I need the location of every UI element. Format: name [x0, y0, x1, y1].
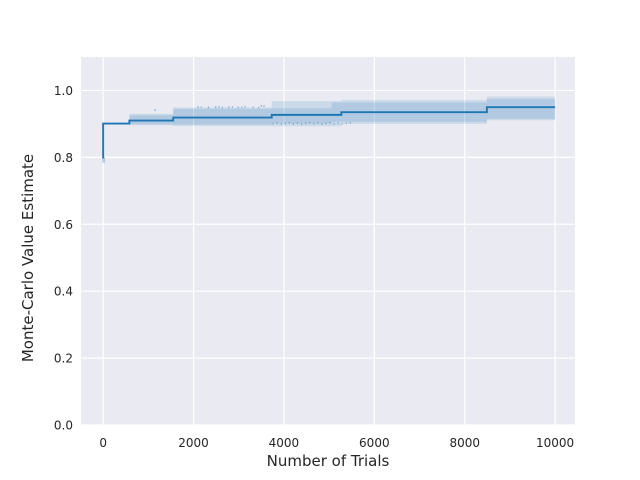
band-noise-layer: [154, 104, 351, 125]
axes-layer: [81, 57, 575, 426]
series-line-layer: [102, 106, 556, 159]
band-start-tip: [102, 157, 105, 163]
estimate-step-line: [102, 106, 556, 159]
x-tick-label: 0: [99, 436, 107, 450]
x-tick-label: 6000: [359, 436, 390, 450]
y-tick-label: 0.6: [54, 218, 73, 232]
plot-background: [81, 57, 575, 425]
tick-label-layer: 0 2000 4000 6000 8000 10000 0.0 0.2 0.4 0.6 0.8 1.0: [54, 84, 574, 450]
x-tick-label: 10000: [536, 436, 574, 450]
x-tick-label: 2000: [178, 436, 209, 450]
y-tick-label: 1.0: [54, 84, 73, 98]
x-tick-label: 8000: [449, 436, 480, 450]
y-tick-label: 0.2: [54, 352, 73, 366]
y-tick-label: 0.8: [54, 151, 73, 165]
y-axis-label: Monte-Carlo Value Estimate: [19, 154, 37, 362]
x-axis-label: Number of Trials: [267, 452, 390, 470]
y-tick-label: 0.4: [54, 285, 73, 299]
y-tick-label: 0.0: [54, 419, 73, 433]
x-tick-label: 4000: [269, 436, 300, 450]
